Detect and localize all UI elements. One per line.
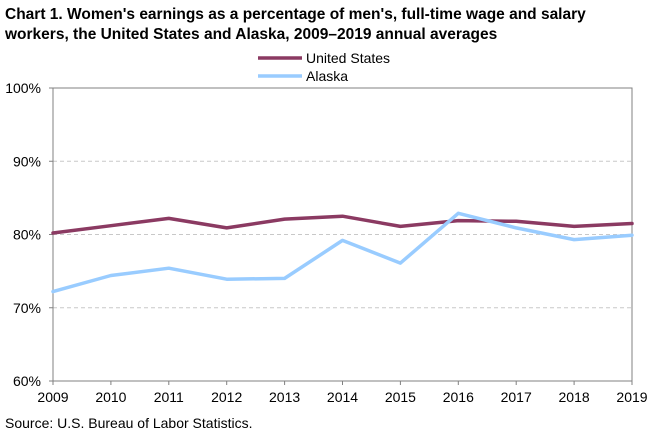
series-line-united-states: [51, 214, 634, 235]
y-tick-label: 80%: [13, 227, 41, 243]
x-tick-label: 2014: [327, 389, 358, 405]
x-tick-label: 2016: [443, 389, 474, 405]
chart-title-line-1: Chart 1. Women's earnings as a percentag…: [5, 6, 586, 23]
legend-label: United States: [306, 50, 390, 66]
y-tick-label: 70%: [13, 300, 41, 316]
chart-title: Chart 1. Women's earnings as a percentag…: [5, 5, 655, 45]
x-tick-label: 2011: [154, 389, 184, 405]
series-line-alaska: [51, 211, 634, 294]
x-tick-label: 2012: [211, 389, 242, 405]
chart-title-line-2: workers, the United States and Alaska, 2…: [5, 26, 498, 43]
x-tick-label: 2015: [385, 389, 416, 405]
y-tick-label: 90%: [13, 153, 41, 169]
x-tick-label: 2010: [95, 389, 126, 405]
legend-label: Alaska: [306, 68, 348, 84]
y-tick-label: 100%: [5, 80, 41, 96]
source-note: Source: U.S. Bureau of Labor Statistics.: [5, 415, 253, 431]
x-tick-label: 2017: [501, 389, 532, 405]
x-tick-label: 2013: [269, 389, 300, 405]
y-tick-label: 60%: [13, 373, 41, 389]
x-tick-label: 2018: [559, 389, 590, 405]
x-tick-label: 2009: [37, 389, 68, 405]
x-tick-label: 2019: [616, 389, 647, 405]
